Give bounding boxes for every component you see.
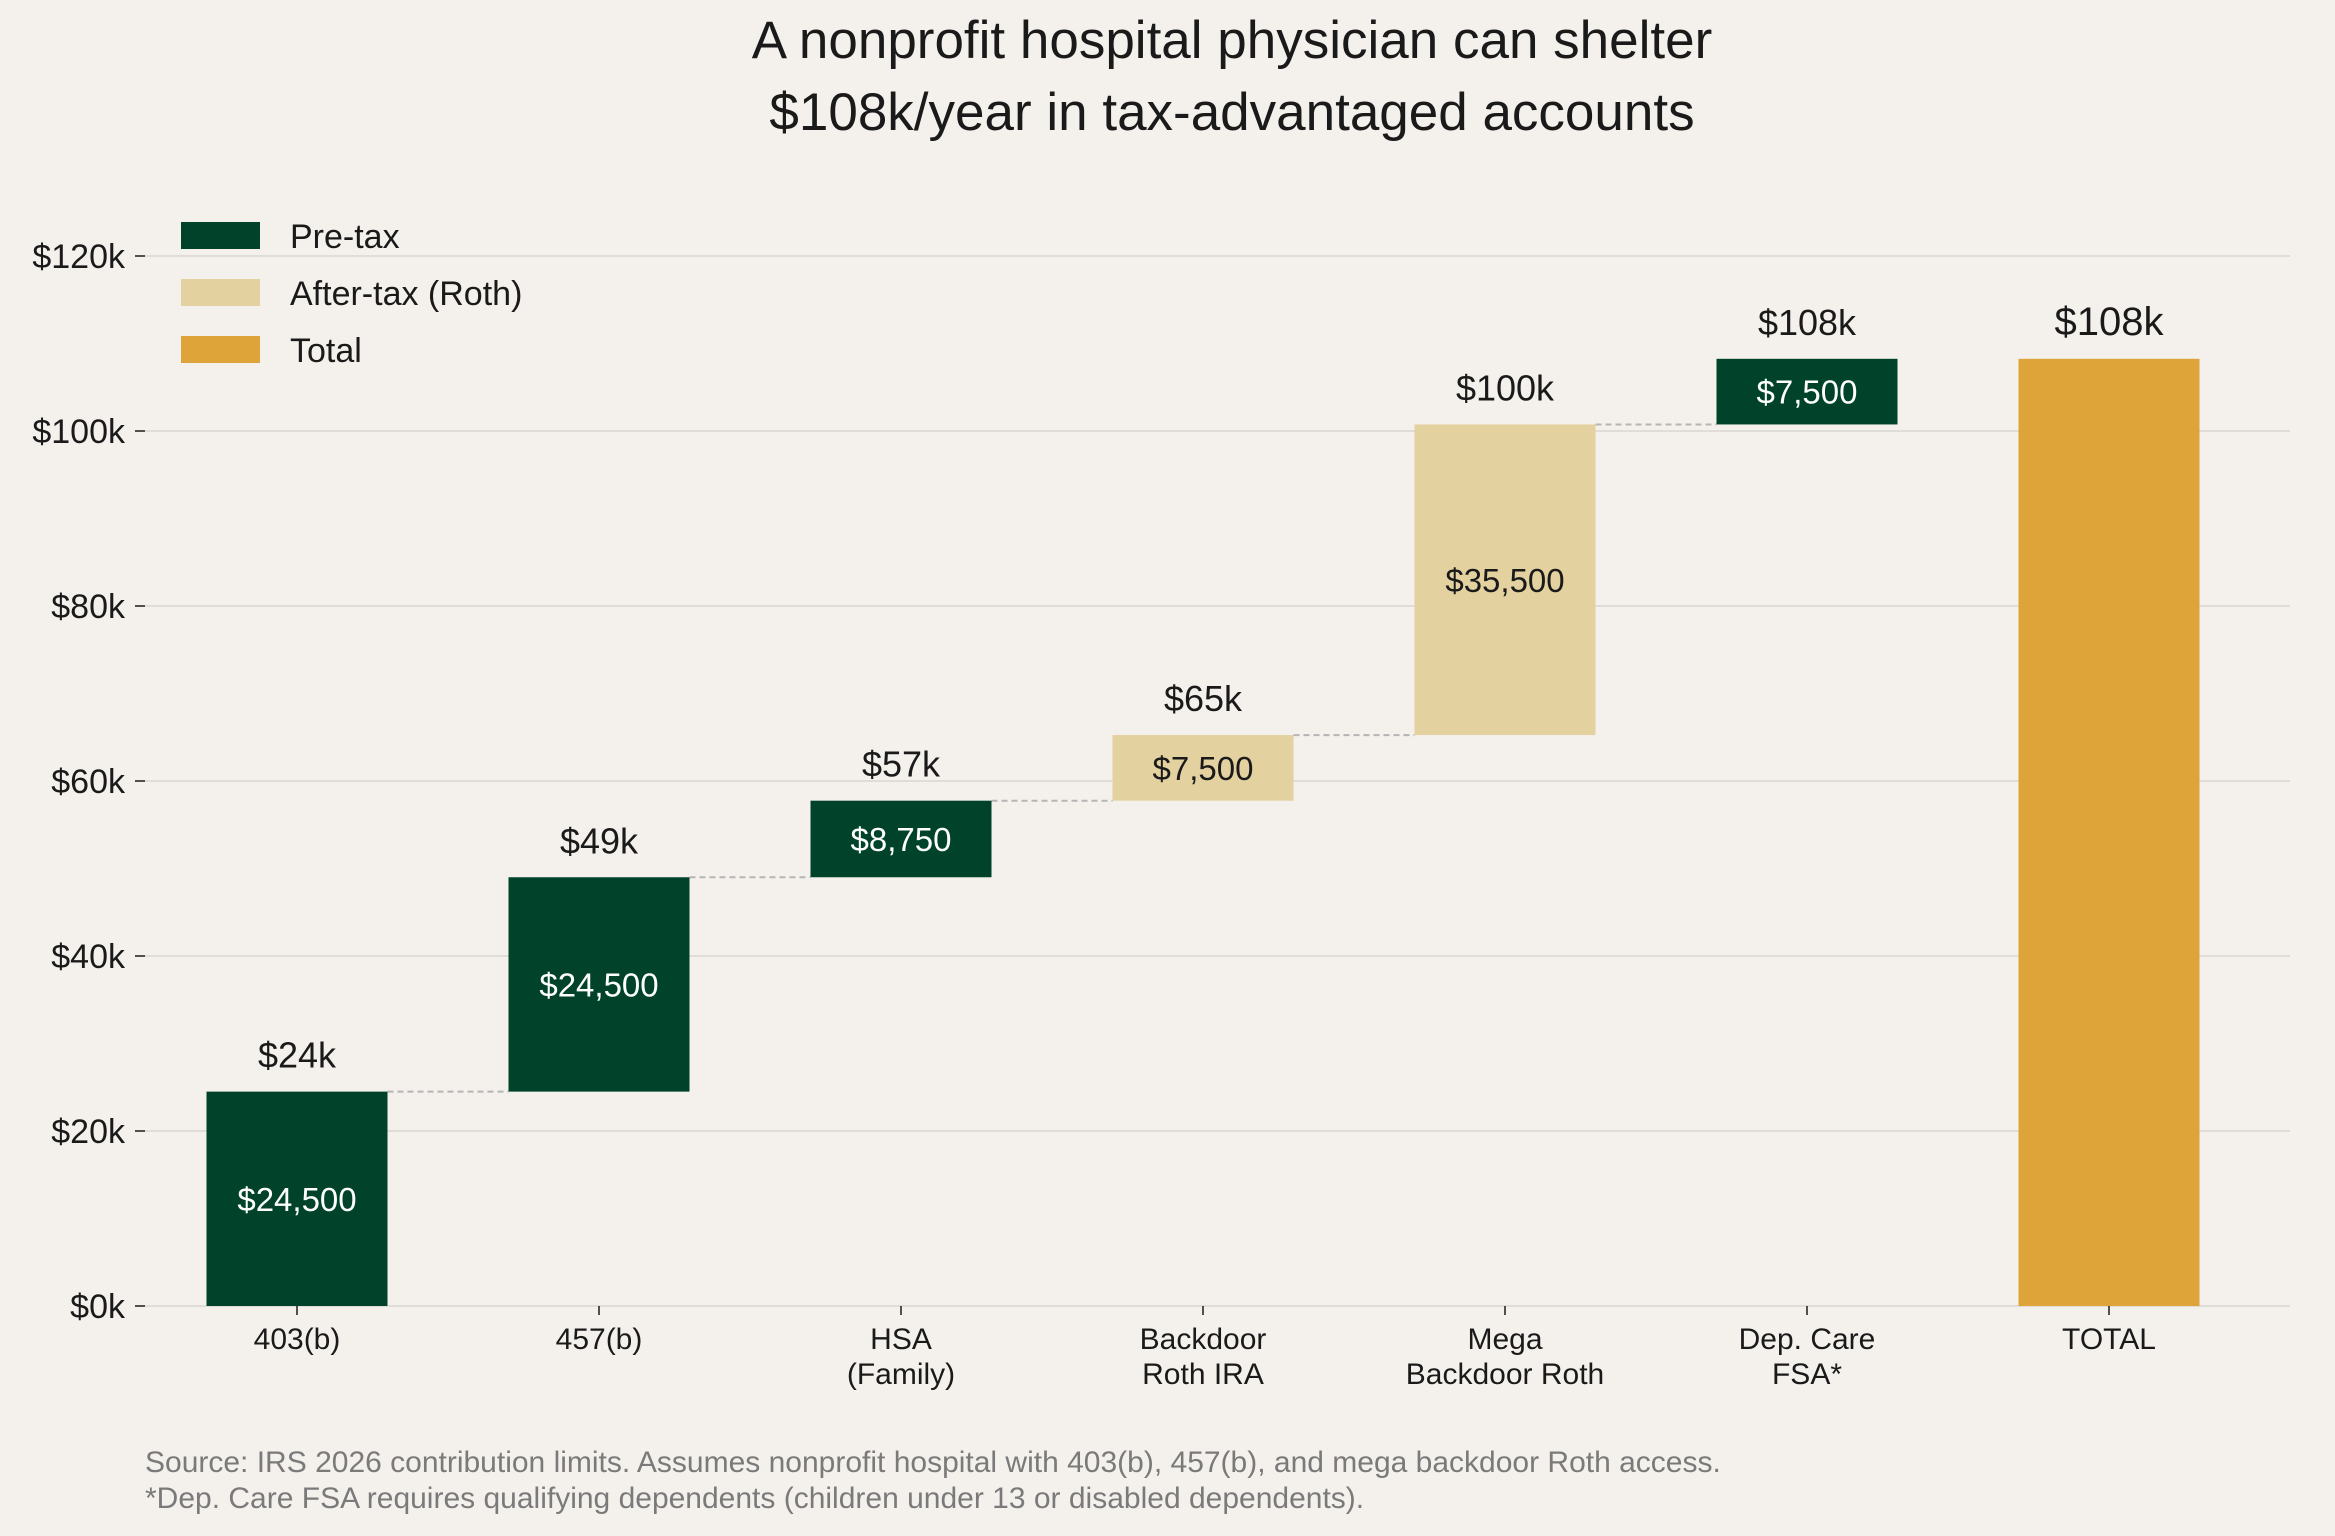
y-tick-label: $120k (32, 238, 126, 276)
cumulative-label-457-b: $49k (560, 820, 639, 861)
legend-swatch-total (181, 336, 260, 363)
bar-value-label-mega-backdoor-roth: $35,500 (1445, 562, 1564, 599)
x-tick-label-hsa-family: HSA (Family) (847, 1323, 955, 1391)
y-tick-label: $0k (70, 1288, 126, 1326)
connectors (387, 423, 1717, 1093)
bar-dep-care-fsa (1716, 358, 1898, 425)
y-tick-label: $20k (51, 1113, 126, 1151)
legend-swatch-pre-tax (181, 222, 260, 249)
y-tick-label: $100k (32, 413, 126, 451)
y-axis: $0k $20k $40k $60k $80k $100k $120k (32, 238, 145, 1326)
cumulative-label-backdoor-roth-ira: $65k (1164, 678, 1243, 719)
bar-backdoor-roth-ira (1112, 735, 1294, 801)
x-tick-label-403-b: 403(b) (254, 1323, 341, 1356)
bar-labels: $24,500 $24k $24,500 $49k $8,750 $57k $7,500 $6… (237, 300, 2164, 1218)
y-tick-label: $80k (51, 588, 126, 626)
x-tick-label-mega-backdoor-roth: Mega Backdoor Roth (1406, 1323, 1604, 1391)
bar-value-label-457-b: $24,500 (539, 966, 658, 1003)
bar-hsa-family (810, 800, 992, 878)
bar-403-b (206, 1091, 388, 1306)
legend-label-after-tax: After-tax (Roth) (290, 275, 522, 313)
source-footnote: Source: IRS 2026 contribution limits. As… (145, 1446, 1721, 1479)
y-tick-label: $40k (51, 938, 126, 976)
x-axis: 403(b) 457(b) HSA (Family) Backdoor Roth IRA M… (254, 1306, 2156, 1391)
bar-total (2018, 358, 2200, 1306)
x-tick-label-backdoor-roth-ira: Backdoor Roth IRA (1140, 1323, 1267, 1391)
dependent-care-footnote: *Dep. Care FSA requires qualifying depen… (145, 1482, 1364, 1515)
x-tick-label-dep-care-fsa: Dep. Care FSA* (1739, 1323, 1876, 1391)
bars (206, 358, 2200, 1306)
cumulative-label-mega-backdoor-roth: $100k (1456, 367, 1555, 408)
x-tick-label-total: TOTAL (2062, 1323, 2156, 1356)
legend: Pre-tax After-tax (Roth) Total (181, 218, 522, 370)
cumulative-label-total: $108k (2055, 300, 2165, 344)
bar-value-label-403-b: $24,500 (237, 1181, 356, 1218)
legend-label-total: Total (290, 332, 362, 370)
bar-value-label-hsa-family: $8,750 (851, 821, 952, 858)
x-tick-label-457-b: 457(b) (556, 1323, 643, 1356)
cumulative-label-hsa-family: $57k (862, 744, 941, 785)
cumulative-label-dep-care-fsa: $108k (1758, 302, 1857, 343)
bar-mega-backdoor-roth (1414, 424, 1596, 736)
chart-title-line-1: A nonprofit hospital physician can shelt… (752, 11, 1712, 70)
bar-value-label-dep-care-fsa: $7,500 (1757, 374, 1858, 411)
bar-value-label-backdoor-roth-ira: $7,500 (1153, 750, 1254, 787)
cumulative-label-403-b: $24k (258, 1035, 337, 1076)
y-tick-label: $60k (51, 763, 126, 801)
legend-label-pre-tax: Pre-tax (290, 218, 400, 256)
chart-title-line-2: $108k/year in tax-advantaged accounts (769, 83, 1694, 142)
legend-swatch-after-tax (181, 279, 260, 306)
bar-457-b (508, 877, 690, 1092)
